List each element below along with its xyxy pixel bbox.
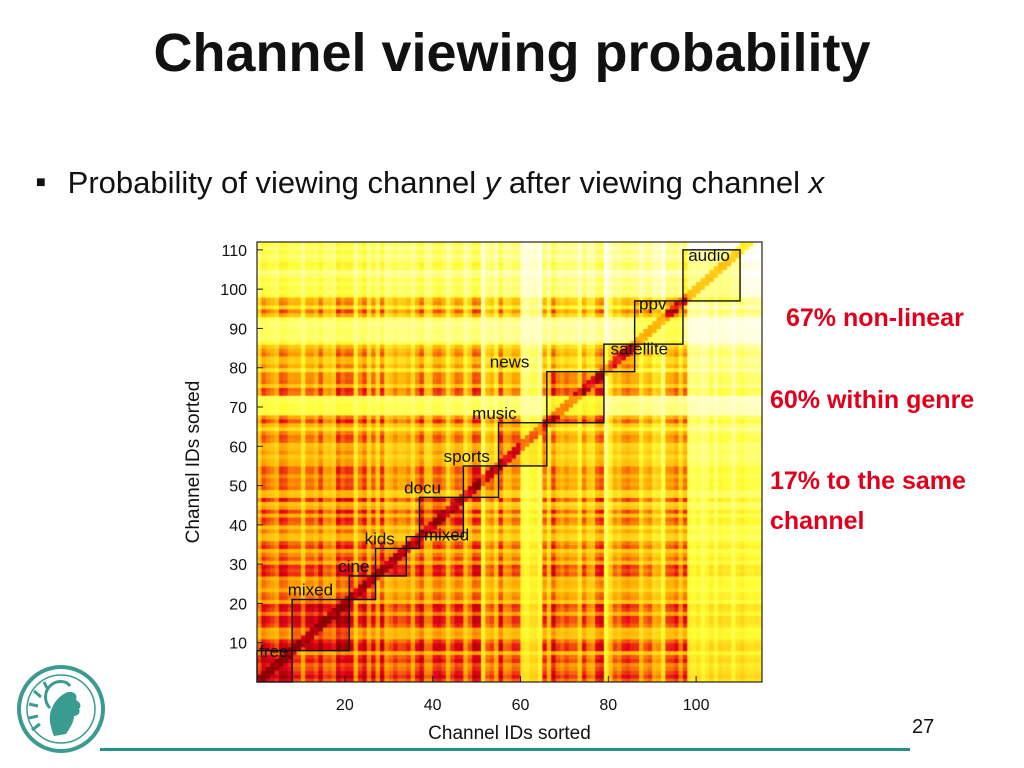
genre-label-4: mixed xyxy=(424,526,469,545)
genre-block-6 xyxy=(462,465,500,499)
y-tick-label-1: 20 xyxy=(229,596,247,613)
genre-block-3 xyxy=(374,547,408,577)
minerva-seal-icon xyxy=(17,665,105,753)
plot-frame xyxy=(256,241,763,683)
genre-block-9 xyxy=(603,343,636,373)
genre-block-2 xyxy=(348,575,377,601)
genre-label-1: mixed xyxy=(288,581,333,600)
y-tick-label-5: 60 xyxy=(229,439,247,456)
y-tick-label-9: 100 xyxy=(220,282,247,299)
x-tick-label-1: 40 xyxy=(424,697,442,714)
bullet-text-middle: after viewing channel xyxy=(500,165,809,200)
y-tick-label-0: 10 xyxy=(229,636,247,653)
footer-rule xyxy=(100,748,910,751)
y-tick-label-2: 30 xyxy=(229,557,247,574)
callout-same-channel: 17% to the same xyxy=(770,467,966,495)
slide-title: Channel viewing probability xyxy=(153,23,871,83)
x-axis-label: Channel IDs sorted xyxy=(428,723,591,744)
genre-label-7: music xyxy=(472,404,517,423)
x-tick-label-0: 20 xyxy=(336,697,354,714)
genre-label-5: docu xyxy=(404,478,441,497)
genre-label-11: audio xyxy=(688,246,730,265)
bullet-var-x: x xyxy=(808,165,825,200)
square-bullet-icon: ■ xyxy=(36,174,46,191)
callout-non-linear: 67% non-linear xyxy=(786,304,964,332)
genre-label-2: cine xyxy=(338,557,369,576)
genre-block-7 xyxy=(497,422,548,467)
bullet-var-y: y xyxy=(484,165,501,200)
heatmap-cells xyxy=(257,242,762,682)
bullet-text-prefix: Probability of viewing channel xyxy=(67,165,485,200)
genre-block-5 xyxy=(418,496,465,538)
genre-block-8 xyxy=(546,370,605,424)
bullet-point: ■ Probability of viewing channel y after… xyxy=(36,158,824,208)
genre-block-10 xyxy=(633,300,684,345)
genre-label-6: sports xyxy=(444,447,490,466)
genre-label-8: news xyxy=(490,353,530,372)
x-tick-label-4: 100 xyxy=(683,697,710,714)
y-tick-label-4: 50 xyxy=(229,479,247,496)
genre-block-1 xyxy=(291,598,350,652)
genre-label-3: kids xyxy=(365,530,395,549)
y-tick-label-6: 70 xyxy=(229,400,247,417)
genre-block-11 xyxy=(682,249,741,302)
heatmap-chart: free mixed cine kids mixed docu sports music new… xyxy=(175,230,775,750)
page-number: 27 xyxy=(912,716,935,738)
y-tick-label-8: 90 xyxy=(229,321,247,338)
x-tick-label-2: 60 xyxy=(512,697,530,714)
x-tick-label-3: 80 xyxy=(599,697,617,714)
y-tick-label-3: 40 xyxy=(229,518,247,535)
y-axis-label: Channel IDs sorted xyxy=(183,381,204,544)
y-tick-label-10: 110 xyxy=(221,243,247,260)
genre-label-10: ppv xyxy=(639,295,667,314)
callout-within-genre: 60% within genre xyxy=(770,386,975,414)
genre-block-4 xyxy=(405,535,421,550)
genre-label-9: satellite xyxy=(611,339,669,358)
genre-label-0: free xyxy=(259,642,288,661)
y-tick-label-7: 80 xyxy=(229,361,247,378)
callout-same-channel-cont: channel xyxy=(770,507,865,535)
